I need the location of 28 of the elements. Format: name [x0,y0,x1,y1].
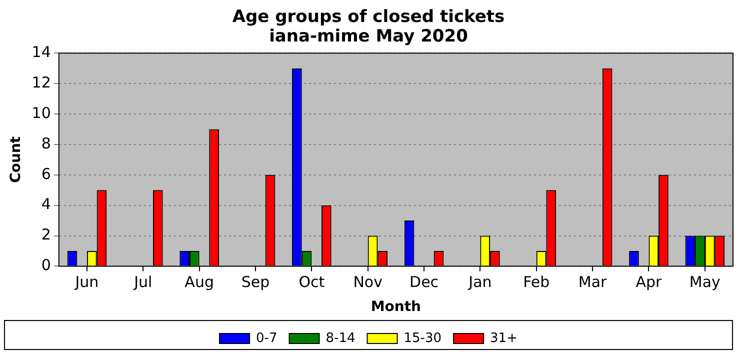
y-tick-label: 6 [41,164,51,183]
x-tick-label: Sep [241,273,270,292]
y-tick-label: 12 [32,73,51,92]
x-tick-label: Feb [523,273,550,292]
x-axis-title: Month [370,299,422,316]
x-tick-label: Mar [578,273,608,292]
y-axis-title: Count [8,136,24,183]
y-tick-label: 2 [41,226,51,244]
chart-subtitle: iana-mime May 2020 [269,26,468,47]
y-tick-label: 10 [32,104,51,122]
chart-title: Age groups of closed tickets [232,7,505,28]
legend-label: 0-7 [256,330,278,346]
x-tick-label: Dec [410,273,439,292]
legend-label: 15-30 [404,330,442,346]
y-tick-label: 4 [41,195,51,214]
x-tick-label: May [689,273,721,292]
x-tick-label: Jul [133,273,152,292]
x-tick-label: Oct [298,273,325,292]
y-tick-label: 0 [41,256,51,274]
x-tick-label: Aug [184,273,214,292]
x-tick-label: Jun [74,273,99,292]
x-tick-label: Nov [353,273,383,292]
legend-label: 8-14 [326,330,356,346]
x-tick-label: Apr [636,273,663,292]
x-tick-label: Jan [468,273,492,292]
y-tick-label: 14 [32,42,51,61]
y-tick-label: 8 [41,134,51,152]
legend-label: 31+ [490,330,518,346]
